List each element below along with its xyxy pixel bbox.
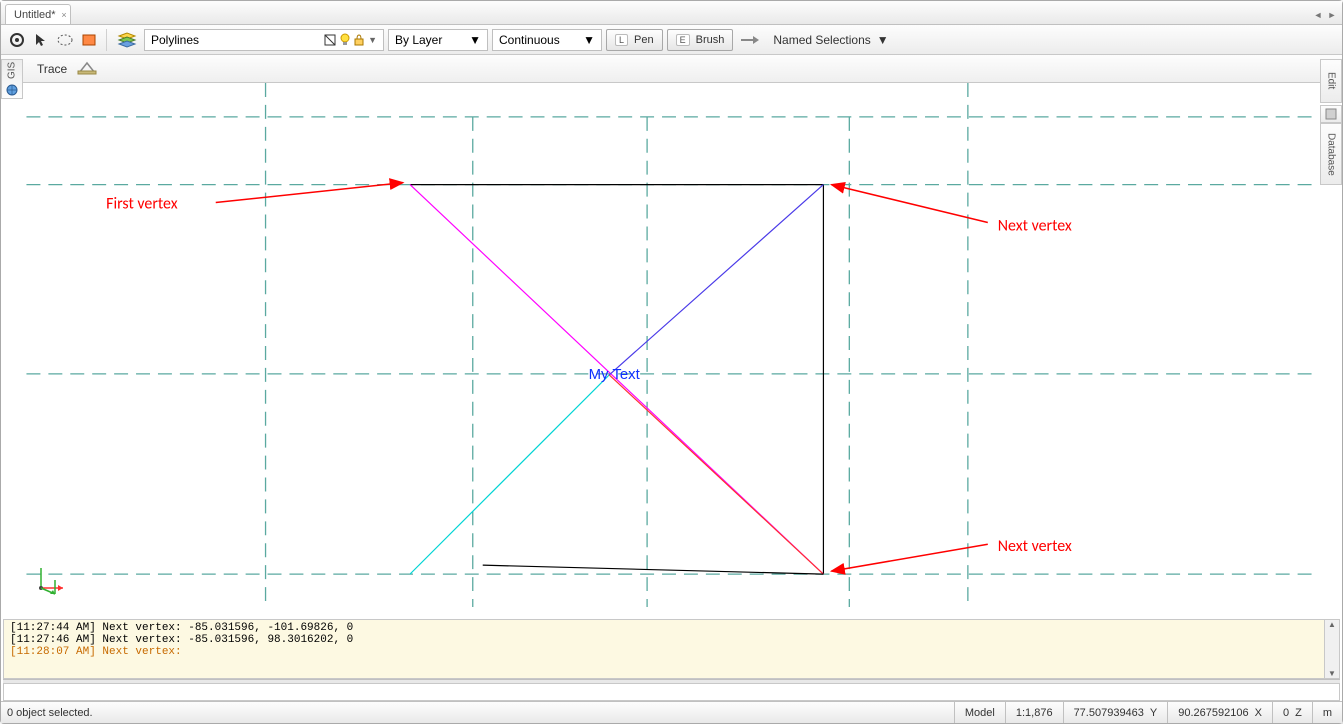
drawing-canvas[interactable]: My Text First vertex Next vertex Next verte… <box>25 83 1318 607</box>
command-log-scrollbar[interactable]: ▲ ▼ <box>1324 619 1340 679</box>
pen-label: Pen <box>634 34 654 46</box>
document-tab[interactable]: Untitled* × <box>5 4 71 24</box>
status-selection: 0 object selected. <box>1 707 954 719</box>
trace-icon[interactable] <box>77 59 97 78</box>
tool-ellipse-icon[interactable] <box>55 30 75 50</box>
status-model[interactable]: Model <box>954 702 1005 723</box>
document-tab-strip: Untitled* × ◄ ► <box>1 1 1342 25</box>
main-toolbar: Polylines ▼ By Layer ▼ Continuous ▼ L Pe… <box>1 25 1342 55</box>
tool-cursor-icon[interactable] <box>31 30 51 50</box>
brush-button[interactable]: E Brush <box>667 29 734 51</box>
side-tab-database[interactable]: Database <box>1320 123 1342 185</box>
svg-text:Next vertex: Next vertex <box>998 537 1072 556</box>
command-log: [11:27:44 AM] Next vertex: -85.031596, -… <box>3 619 1340 679</box>
layer-dropdown-value: Polylines <box>151 33 199 47</box>
status-z: 0 Z <box>1272 702 1312 723</box>
svg-text:Next vertex: Next vertex <box>998 216 1072 235</box>
linetype-dropdown-value: Continuous <box>499 33 560 47</box>
lightbulb-icon <box>340 33 350 47</box>
chevron-down-icon: ▼ <box>877 33 889 47</box>
color-dropdown-value: By Layer <box>395 33 442 47</box>
lock-icon <box>354 34 364 46</box>
match-properties-icon[interactable] <box>737 30 763 50</box>
canvas-svg: My Text First vertex Next vertex Next verte… <box>25 83 1318 607</box>
context-ribbon: Trace <box>1 55 1342 83</box>
chevron-down-icon: ▼ <box>469 33 481 47</box>
chevron-down-icon: ▼ <box>583 33 595 47</box>
pen-button[interactable]: L Pen <box>606 29 663 51</box>
axis-indicator <box>33 564 67 601</box>
status-units: m <box>1312 702 1342 723</box>
close-icon[interactable]: × <box>61 10 66 20</box>
tab-prev-icon[interactable]: ◄ <box>1312 8 1324 22</box>
status-bar: 0 object selected. Model 1:1,876 77.5079… <box>1 701 1342 723</box>
side-tab-db-icon[interactable] <box>1320 105 1342 123</box>
pen-key: L <box>615 34 628 46</box>
tool-rect-icon[interactable] <box>79 30 99 50</box>
color-dropdown[interactable]: By Layer ▼ <box>388 29 488 51</box>
visibility-icon <box>324 34 336 46</box>
named-selections-dropdown[interactable]: Named Selections ▼ <box>767 29 894 51</box>
document-tab-title: Untitled* <box>14 9 56 21</box>
chevron-down-icon: ▼ <box>368 35 377 45</box>
trace-label: Trace <box>37 62 67 76</box>
status-scale[interactable]: 1:1,876 <box>1005 702 1063 723</box>
scroll-up-icon[interactable]: ▲ <box>1325 620 1339 629</box>
tool-select-icon[interactable] <box>7 30 27 50</box>
toolbar-divider <box>106 29 107 51</box>
layers-icon[interactable] <box>114 30 140 50</box>
status-coord-y: 90.267592106 X <box>1167 702 1272 723</box>
layer-dropdown[interactable]: Polylines ▼ <box>144 29 384 51</box>
linetype-dropdown[interactable]: Continuous ▼ <box>492 29 602 51</box>
tab-strip-nav: ◄ ► <box>1312 8 1338 24</box>
side-tab-edit-label: Edit <box>1326 72 1337 89</box>
brush-label: Brush <box>696 34 725 46</box>
status-coord-x: 77.507939463 Y <box>1063 702 1168 723</box>
svg-text:My Text: My Text <box>589 366 641 383</box>
scroll-down-icon[interactable]: ▼ <box>1325 669 1339 678</box>
tab-next-icon[interactable]: ► <box>1326 8 1338 22</box>
svg-text:First vertex: First vertex <box>106 195 178 214</box>
side-tab-gis-label: GIS <box>7 61 18 78</box>
named-selections-label: Named Selections <box>773 33 870 47</box>
side-tab-gis[interactable]: GIS <box>1 59 23 99</box>
brush-key: E <box>676 34 690 46</box>
side-tab-edit[interactable]: Edit <box>1320 59 1342 103</box>
side-tab-database-label: Database <box>1326 133 1337 176</box>
command-input[interactable] <box>3 683 1340 701</box>
